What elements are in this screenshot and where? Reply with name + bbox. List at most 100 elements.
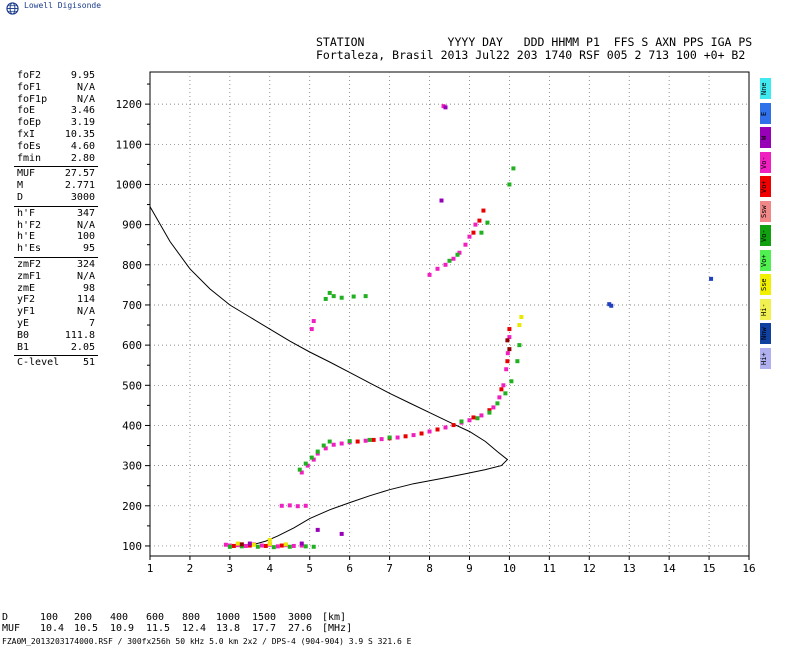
- x-tick-label: 8: [426, 562, 433, 575]
- echo-point: [505, 351, 510, 356]
- echo-point: [283, 542, 288, 547]
- echo-point: [287, 544, 292, 549]
- muf-value: 11.5: [146, 623, 171, 634]
- muf-value: [MHz]: [322, 623, 353, 634]
- echo-point: [351, 294, 356, 299]
- y-tick-label: 900: [122, 219, 142, 232]
- echo-point: [435, 266, 440, 271]
- echo-point: [519, 315, 524, 320]
- param-value: 51: [82, 357, 95, 369]
- param-separator: [14, 257, 98, 258]
- param-label: M: [17, 180, 24, 192]
- plot-frame: [149, 71, 750, 557]
- param-row: yF2 114: [0, 294, 100, 306]
- echo-point: [477, 218, 482, 223]
- param-label: h'F2: [17, 219, 42, 231]
- echo-point: [455, 252, 460, 257]
- legend-item: Ssw: [760, 200, 771, 222]
- y-tick-label: 500: [122, 379, 142, 392]
- echo-point: [419, 431, 424, 436]
- echo-point: [263, 543, 268, 548]
- param-row: M 2.771: [0, 180, 100, 192]
- param-label: zmF2: [17, 259, 42, 270]
- echo-point: [471, 230, 476, 235]
- distance-value: 100: [40, 612, 59, 623]
- param-row: foEs 4.60: [0, 141, 100, 153]
- param-value: 9.95: [70, 70, 95, 81]
- echo-point: [271, 545, 276, 550]
- param-row: h'F 347: [0, 208, 100, 220]
- param-label: h'F: [17, 207, 36, 219]
- x-tick-label: 11: [543, 562, 556, 575]
- x-tick-label: 14: [663, 562, 677, 575]
- param-value: 2.80: [70, 152, 95, 164]
- distance-value: 1000: [216, 612, 241, 623]
- echo-point: [309, 455, 314, 460]
- echo-point: [371, 437, 376, 442]
- echo-point: [503, 391, 508, 396]
- muf-label: MUF: [2, 623, 21, 634]
- x-tick-label: 12: [583, 562, 596, 575]
- echo-point: [467, 234, 472, 239]
- legend-item: Nne: [760, 78, 771, 99]
- echo-point: [447, 258, 452, 263]
- echo-point: [247, 541, 252, 546]
- echo-point: [709, 276, 714, 281]
- echo-point: [443, 425, 448, 430]
- echo-point: [327, 290, 332, 295]
- x-tick-label: 1: [147, 562, 154, 575]
- param-label: foF2: [17, 70, 42, 81]
- param-separator: [14, 166, 98, 168]
- echo-point: [363, 438, 368, 443]
- echo-point: [451, 423, 456, 428]
- x-tick-label: 6: [346, 562, 353, 575]
- echo-point: [299, 470, 304, 475]
- echo-point: [291, 543, 296, 548]
- legend-item: W: [760, 127, 771, 148]
- echo-point: [279, 503, 284, 508]
- param-row: h'Es 95: [0, 243, 100, 255]
- param-value: 2.05: [70, 341, 95, 353]
- legend-item: Vo+: [760, 176, 771, 197]
- distance-value: [km]: [322, 612, 347, 623]
- echo-point: [443, 262, 448, 267]
- echo-point: [411, 433, 416, 438]
- param-row: zmF2 324: [0, 259, 100, 271]
- echo-point: [497, 395, 502, 400]
- echo-point: [379, 437, 384, 442]
- echo-point: [299, 543, 304, 548]
- echo-point: [463, 242, 468, 247]
- echo-point: [311, 544, 316, 549]
- param-row: fmin 2.80: [0, 153, 100, 165]
- echo-point: [251, 542, 256, 547]
- y-tick-label: 700: [122, 299, 142, 312]
- param-value: 7: [88, 318, 95, 329]
- param-label: h'Es: [17, 243, 42, 255]
- echo-point: [501, 383, 506, 388]
- param-row: yF1 N/A: [0, 306, 100, 318]
- echo-point: [457, 250, 462, 255]
- header-line-2: Fortaleza, Brasil 2013 Jul22 203 1740 RS…: [316, 48, 746, 62]
- echo-point: [507, 182, 512, 187]
- echo-point: [479, 230, 484, 235]
- echo-point: [487, 410, 492, 415]
- param-row: foF2 9.95: [0, 70, 100, 82]
- echo-point: [311, 457, 316, 462]
- echo-point: [485, 220, 490, 225]
- x-tick-label: 9: [466, 562, 473, 575]
- param-label: foEs: [17, 140, 42, 152]
- param-row: fxI 10.35: [0, 129, 100, 141]
- echo-point: [239, 544, 244, 549]
- legend-item: Hi-: [760, 298, 771, 320]
- distance-value: 800: [182, 612, 201, 623]
- echo-point: [609, 303, 614, 308]
- echo-point: [495, 401, 500, 406]
- param-value: 3000: [70, 192, 95, 203]
- param-value: 111.8: [64, 329, 95, 341]
- echo-point: [505, 338, 510, 343]
- echo-point: [427, 272, 432, 277]
- param-value: N/A: [76, 93, 95, 105]
- electron-density-profile: [149, 206, 509, 548]
- param-value: 27.57: [64, 168, 95, 180]
- param-row: B1 2.05: [0, 342, 100, 354]
